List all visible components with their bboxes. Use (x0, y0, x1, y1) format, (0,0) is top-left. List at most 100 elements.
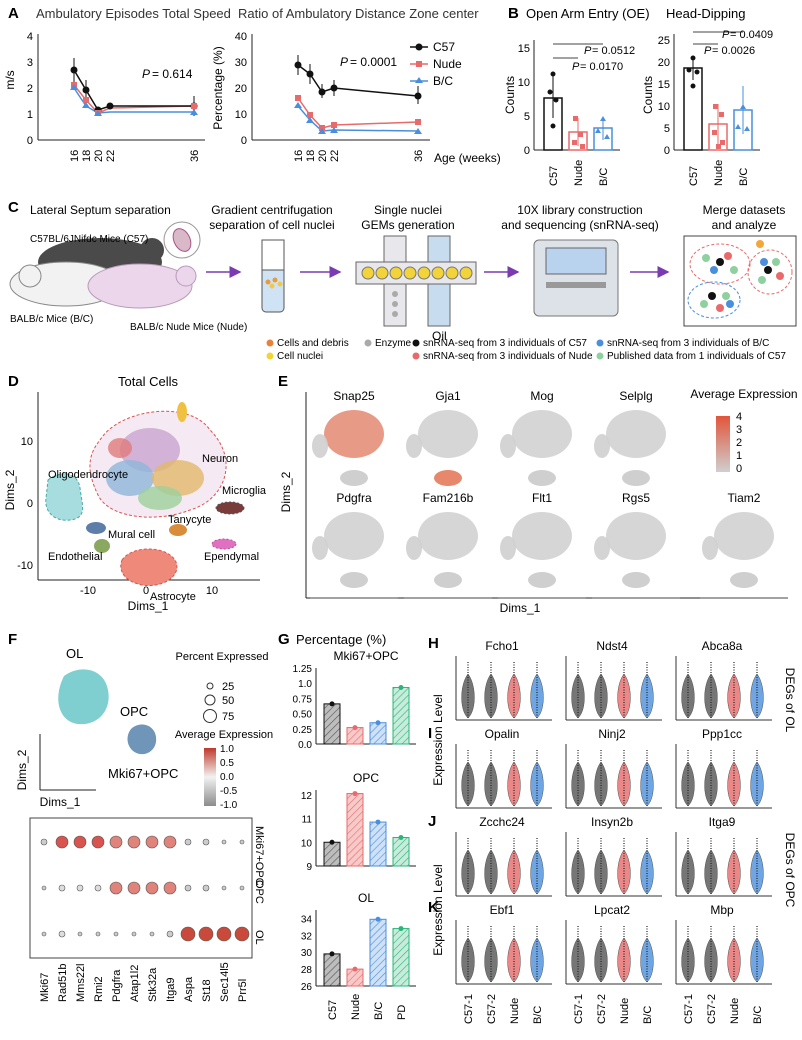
panel-e: E Dims_2 Dims_1 Snap25 Gja1 Mog Selplg P… (278, 373, 798, 615)
oe-ytick: 5 (524, 111, 530, 123)
violin-shape (530, 937, 544, 983)
speed-ytick: 1 (27, 109, 33, 121)
violin-shape (507, 761, 521, 807)
violin-shape (640, 761, 654, 807)
feature-plot-blob (594, 434, 610, 458)
gene-rgs5: Rgs5 (622, 491, 650, 505)
speed-ytick: 4 (27, 31, 33, 43)
g-category: C57 (327, 1000, 339, 1020)
feature-plot-blob (418, 410, 478, 458)
step-lateral-septum: Lateral Septum separation (30, 203, 171, 217)
oe-ytick: 0 (524, 145, 530, 157)
cluster-label-oligodendrocyte: Oligodendrocyte (48, 469, 128, 481)
dotplot-dot (127, 881, 141, 895)
ratio-ytick: 20 (235, 83, 247, 95)
violin-shape (640, 849, 654, 895)
violin-shape (750, 761, 764, 807)
legend-c57: C57 (433, 40, 455, 54)
dotplot-dot (58, 884, 66, 892)
dotplot-gene-label: Rad51b (57, 963, 69, 1002)
violin-gene-title: Ppp1cc (702, 727, 742, 741)
dotplot-dot (184, 838, 192, 846)
oe-p2: = 0.0170 (580, 61, 623, 73)
g-point (375, 720, 381, 726)
d-ytick: -10 (17, 560, 33, 572)
avg-tick: -1.0 (220, 800, 238, 811)
gene-gja1: Gja1 (435, 389, 461, 403)
oe-category: Nude (573, 160, 585, 186)
feature-plot-blob (312, 434, 328, 458)
feature-plot-blob (340, 470, 368, 486)
ratio-xtick: 36 (413, 150, 425, 162)
g-ytick: 0.0 (298, 740, 312, 751)
e-legend-tick: 0 (736, 463, 742, 475)
neuron-cells (106, 402, 204, 510)
dotplot-dot (198, 926, 214, 942)
avg-title: Average Expression (175, 729, 273, 741)
avg-tick: 0.5 (220, 758, 234, 769)
gene-snap25: Snap25 (333, 389, 375, 403)
speed-title: Ambulatory Episodes Total Speed (36, 6, 231, 21)
d-ytick: 10 (21, 436, 33, 448)
violin-shape (571, 673, 585, 719)
violin-shape (727, 673, 741, 719)
violin-shape (704, 761, 718, 807)
violin-shape (617, 673, 631, 719)
hd-category: Nude (713, 160, 725, 186)
step-single-nuclei-1: Single nuclei (374, 203, 442, 217)
feature-plot-blob (730, 572, 758, 588)
legend-published: Published data from 1 individuals of C57 (607, 351, 786, 362)
g-point (398, 926, 404, 932)
cluster-label-neuron: Neuron (202, 453, 238, 465)
dotplot-dot (221, 839, 227, 845)
dotplot-row-label: OL (253, 930, 265, 945)
dotplot-dot (149, 931, 155, 937)
speed-xtick: 36 (189, 150, 201, 162)
legend-cells-debris: Cells and debris (277, 338, 349, 349)
dotplot-dot (239, 839, 245, 845)
violin-shape (727, 937, 741, 983)
violin-shape (507, 937, 521, 983)
violin-category: B/C (752, 1006, 764, 1024)
dotplot-dot (58, 930, 66, 938)
g-title: Percentage (%) (296, 632, 386, 647)
violin-shape (640, 673, 654, 719)
panel-letter-g: G (278, 631, 290, 648)
violin-shape (681, 937, 695, 983)
dotplot-dot (41, 885, 47, 891)
g-ytick: 11 (302, 815, 313, 826)
violin-gene-title: Mbp (710, 903, 734, 917)
dotplot-gene-label: Sec14l5 (219, 962, 231, 1002)
g-point (329, 839, 335, 845)
g-ytick: 1.25 (293, 664, 313, 675)
violin-shape (461, 673, 475, 719)
dotplot-gene-label: Mms22l (75, 963, 87, 1002)
g-bar (346, 793, 364, 867)
dotplot-gene-label: Mki67 (39, 973, 51, 1002)
panel-a: A Ambulatory Episodes Total Speed m/s 0 … (3, 5, 501, 165)
avg-tick: 0.0 (220, 772, 234, 783)
cluster-label-mural: Mural cell (108, 529, 155, 541)
g-category: B/C (373, 1002, 385, 1020)
hd-ytick: 0 (664, 145, 670, 157)
feature-plot-blob (500, 434, 516, 458)
gene-tiam2: Tiam2 (728, 491, 761, 505)
g-ytick: 0.25 (293, 725, 313, 736)
percent-title: Percent Expressed (176, 651, 269, 663)
ratio-ytick: 40 (235, 31, 247, 43)
speed-xtick: 22 (105, 150, 117, 162)
panel-letter-d: D (8, 373, 19, 390)
hd-bar-c57 (683, 67, 703, 151)
d-xtick: 10 (206, 585, 218, 597)
dotplot-gene-label: Stk32a (147, 967, 159, 1002)
umap-label-opc: OPC (120, 704, 148, 719)
e-legend-tick: 1 (736, 450, 742, 462)
feature-plot-blob (500, 536, 516, 560)
feature-plot-blob (324, 512, 384, 560)
feature-plot-blob (714, 512, 774, 560)
violin-category: C57-1 (573, 994, 585, 1024)
d-title: Total Cells (118, 374, 178, 389)
ratio-xtick: 22 (329, 150, 341, 162)
percent-tick: 25 (222, 681, 234, 693)
ratio-ytick: 30 (235, 57, 247, 69)
